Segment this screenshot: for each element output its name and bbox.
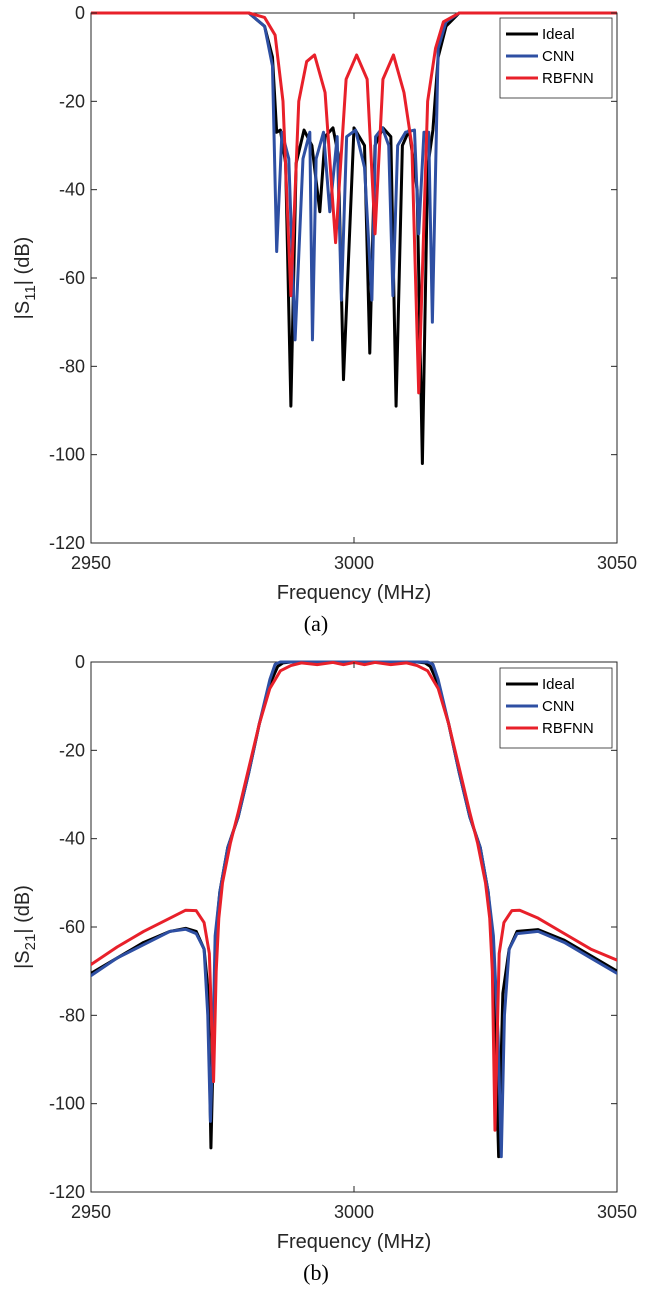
x-tick-label: 3050 bbox=[597, 1202, 637, 1222]
legend-label-rbfnn: RBFNN bbox=[542, 720, 594, 737]
legend-label-ideal: Ideal bbox=[542, 676, 575, 693]
x-axis-title: Frequency (MHz) bbox=[277, 582, 431, 604]
y-axis-title: |S11| (dB) bbox=[12, 237, 39, 320]
y-tick-label: -60 bbox=[59, 268, 85, 288]
y-tick-label: -40 bbox=[59, 829, 85, 849]
y-tick-label: -40 bbox=[59, 180, 85, 200]
y-tick-label: -20 bbox=[59, 740, 85, 760]
y-tick-label: -80 bbox=[59, 356, 85, 376]
legend-label-cnn: CNN bbox=[542, 698, 575, 715]
plot-area bbox=[90, 12, 618, 544]
legend-box bbox=[499, 667, 613, 749]
figure-caption: (a) bbox=[304, 611, 328, 636]
series-group bbox=[91, 11, 617, 465]
y-axis-title: |S21| (dB) bbox=[12, 885, 39, 969]
x-tick-label: 3050 bbox=[597, 553, 637, 573]
x-tick-label: 3000 bbox=[334, 553, 374, 573]
legend: Ideal CNN RBFNN bbox=[499, 667, 613, 749]
legend-label-ideal: Ideal bbox=[542, 26, 575, 43]
y-tick-label: -100 bbox=[49, 445, 85, 465]
y-axis-title-subscript: 11 bbox=[22, 285, 39, 301]
x-axis-title: Frequency (MHz) bbox=[277, 1231, 431, 1253]
x-tick-label: 2950 bbox=[71, 553, 111, 573]
y-tick-label: -120 bbox=[49, 533, 85, 553]
legend-label-cnn: CNN bbox=[542, 48, 575, 65]
y-tick-label: 0 bbox=[75, 652, 85, 672]
y-tick-label: 0 bbox=[75, 3, 85, 23]
legend-label-rbfnn: RBFNN bbox=[542, 70, 594, 87]
legend-box bbox=[499, 17, 613, 99]
y-axis-title-subscript: 21 bbox=[22, 934, 39, 951]
y-tick-label: -60 bbox=[59, 917, 85, 937]
legend: Ideal CNN RBFNN bbox=[499, 17, 613, 99]
y-tick-label: -120 bbox=[49, 1182, 85, 1202]
y-tick-label: -80 bbox=[59, 1005, 85, 1025]
series-line-rbfnn bbox=[91, 11, 617, 395]
figure-caption: (b) bbox=[303, 1260, 329, 1285]
y-tick-label: -20 bbox=[59, 91, 85, 111]
y-tick-label: -100 bbox=[49, 1094, 85, 1114]
x-tick-label: 3000 bbox=[334, 1202, 374, 1222]
x-tick-label: 2950 bbox=[71, 1202, 111, 1222]
